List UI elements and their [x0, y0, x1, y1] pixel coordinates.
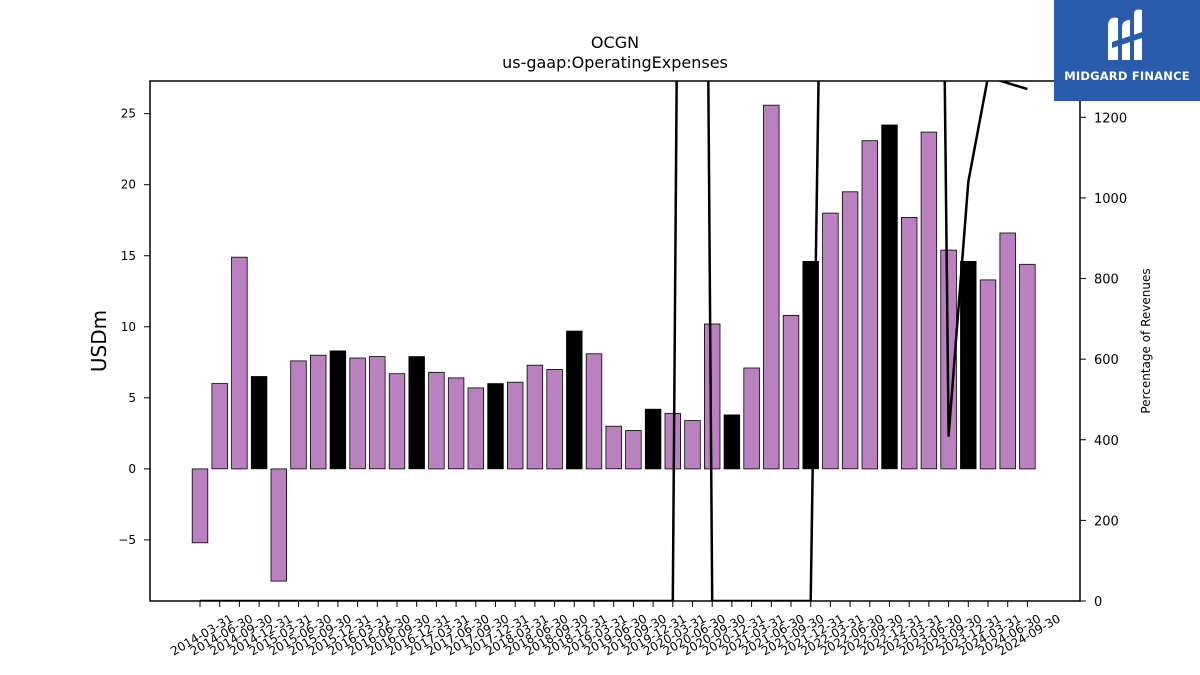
bar-2018-09-30: [546, 368, 563, 470]
bar-2016-09-30: [388, 373, 406, 470]
bar-2019-12-31: [644, 408, 662, 470]
bar-2015-06-30: [290, 360, 307, 470]
bar-2022-09-30: [861, 140, 879, 470]
bars: [191, 104, 1036, 582]
logo-text: MIDGARD FINANCE: [1064, 69, 1190, 83]
y-tick-label: 20: [121, 178, 136, 192]
y-axis: −5 0 5 10 15 20 25: [118, 107, 150, 547]
bar-2015-12-31: [329, 350, 347, 470]
y-axis-label: USDm: [87, 310, 111, 372]
bar-2014-06-30: [211, 383, 228, 470]
bar-2022-06-30: [841, 191, 859, 470]
bar-2020-06-30: [684, 420, 701, 470]
plot-frame: [149, 80, 1081, 602]
chart-subtitle: us-gaap:OperatingExpenses: [502, 53, 728, 72]
bar-2023-03-31: [901, 216, 918, 470]
bar-2018-12-31: [566, 330, 583, 470]
brand-logo: MIDGARD FINANCE: [1054, 0, 1200, 101]
bar-2015-03-31: [270, 468, 288, 582]
bar-2024-06-30: [999, 232, 1016, 470]
bar-2018-06-30: [526, 364, 544, 470]
bar-2023-12-31: [960, 260, 977, 470]
bar-2014-12-31: [250, 376, 268, 470]
x-axis: 2014-03-312014-06-302014-09-302014-12-31…: [168, 601, 1063, 658]
bar-2023-06-30: [920, 131, 938, 470]
bar-2022-03-31: [822, 212, 839, 470]
y2-tick-label: 800: [1094, 273, 1119, 288]
y2-tick-label: 200: [1094, 514, 1119, 529]
bar-2017-12-31: [487, 383, 504, 470]
y-tick-label: −5: [118, 533, 136, 547]
y2-axis-label: Percentage of Revenues: [1139, 268, 1153, 413]
bar-2016-12-31: [408, 356, 425, 470]
bar-2021-09-30: [782, 314, 800, 470]
series-line: [200, 81, 1028, 601]
y2-tick-label: 0: [1094, 595, 1102, 610]
bar-2015-09-30: [309, 354, 327, 470]
bar-2018-03-31: [506, 381, 524, 470]
bar-2017-03-31: [428, 371, 445, 470]
bar-2024-09-30: [1019, 263, 1036, 470]
bar-2022-12-31: [881, 124, 898, 470]
bar-2016-06-30: [369, 356, 386, 470]
bar-2020-12-31: [723, 414, 741, 470]
y-tick-label: 5: [128, 391, 136, 405]
line-layer: [200, 81, 1028, 601]
logo-mark-icon: [1108, 9, 1142, 60]
bar-2024-03-31: [979, 279, 997, 470]
y2-axis: 0 200 400 600 800 1000 1200: [1080, 111, 1127, 610]
bar-2021-06-30: [763, 104, 780, 470]
y-tick-label: 25: [121, 107, 136, 121]
bar-2021-03-31: [743, 367, 760, 470]
bar-2019-09-30: [625, 430, 642, 470]
y2-tick-label: 400: [1094, 434, 1119, 449]
bar-2014-03-31: [191, 468, 209, 544]
y2-tick-label: 1000: [1094, 192, 1127, 207]
bar-2014-09-30: [231, 256, 248, 470]
chart-title: OCGN: [591, 33, 639, 52]
y-tick-label: 15: [121, 249, 136, 263]
y2-tick-label: 1200: [1094, 111, 1127, 126]
y2-tick-label: 600: [1094, 353, 1119, 368]
bar-2017-06-30: [447, 377, 465, 470]
y-tick-label: 10: [121, 320, 136, 334]
bar-2016-03-31: [349, 357, 366, 470]
bar-2017-09-30: [467, 387, 485, 470]
bar-2019-06-30: [605, 425, 622, 470]
bar-2019-03-31: [585, 353, 603, 470]
y-tick-label: 0: [128, 462, 136, 476]
